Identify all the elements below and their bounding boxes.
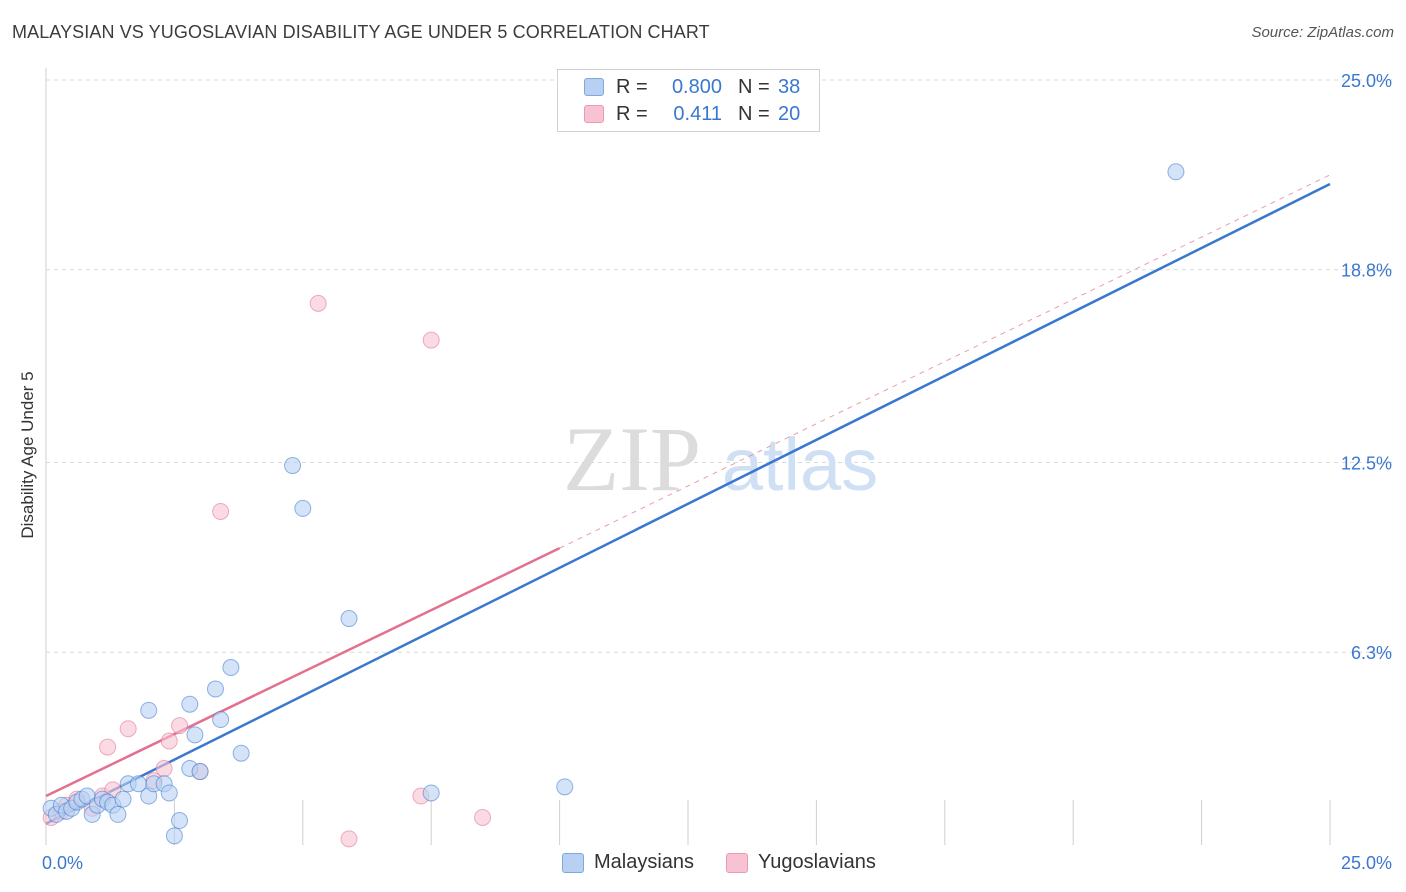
malaysian-point (232, 744, 250, 762)
malaysian-point (186, 726, 204, 744)
pink-swatch (726, 852, 748, 873)
yugoslavian-point (340, 830, 358, 848)
grid-lines (45, 68, 1392, 845)
stats-legend: R = 0.800 N = 38 R = 0.411 N = 20 (557, 69, 820, 132)
malaysian-point (165, 827, 183, 845)
watermark-zip: ZIP (563, 408, 701, 510)
data-points (42, 163, 1185, 848)
yugoslavian-trend-line (45, 547, 561, 798)
malaysian-point (556, 778, 574, 796)
malaysian-trend-line (45, 182, 1331, 825)
tick-labels: 6.3% 12.5% 18.8% 25.0% 0.0% 25.0% (42, 71, 1392, 873)
yugoslavian-point (212, 502, 230, 520)
legend-row-malaysians: R = 0.800 N = 38 (584, 74, 800, 100)
malaysian-point (181, 695, 199, 713)
malaysian-point (191, 763, 209, 781)
malaysian-point (160, 784, 178, 802)
n-label: N = (738, 102, 770, 125)
r-label: R = (616, 75, 648, 98)
malaysian-point (206, 680, 224, 698)
malaysian-point (340, 610, 358, 628)
source-label: Source: ZipAtlas.com (1251, 24, 1394, 41)
yugoslavian-point (160, 732, 178, 750)
n-value: 38 (778, 75, 801, 98)
watermark-atlas: atlas (722, 423, 878, 506)
malaysian-point (109, 805, 127, 823)
legend-row-yugoslavians: R = 0.411 N = 20 (584, 101, 800, 127)
r-label: R = (616, 102, 648, 125)
yugoslavian-point (474, 808, 492, 826)
yugoslavian-point (119, 720, 137, 738)
r-value: 0.411 (673, 102, 722, 125)
yugoslavian-point (171, 717, 189, 735)
blue-swatch (584, 78, 604, 96)
x-tick-label: 25.0% (1341, 853, 1392, 873)
x-tick-label: 0.0% (42, 853, 83, 873)
blue-swatch (562, 852, 584, 873)
n-label: N = (738, 75, 770, 98)
malaysian-point (422, 784, 440, 802)
yugoslavian-point (99, 738, 117, 756)
legend-label-yugoslavians: Yugoslavians (758, 851, 876, 873)
y-tick-label: 6.3% (1351, 643, 1392, 663)
y-tick-label: 12.5% (1341, 454, 1392, 474)
yugoslavian-trend-extension (559, 174, 1331, 549)
y-tick-label: 18.8% (1341, 261, 1392, 281)
chart-title: MALAYSIAN VS YUGOSLAVIAN DISABILITY AGE … (12, 22, 710, 42)
malaysian-point (1167, 163, 1185, 181)
trend-lines (45, 174, 1331, 825)
n-value: 20 (778, 102, 801, 125)
malaysian-point (171, 812, 189, 830)
pink-swatch (584, 105, 604, 123)
legend-item-yugoslavians: Yugoslavians (726, 851, 876, 874)
yugoslavian-point (309, 294, 327, 312)
yugoslavian-point (422, 331, 440, 349)
malaysian-point (212, 711, 230, 729)
malaysian-point (222, 659, 240, 677)
yugoslavian-point (155, 760, 173, 777)
malaysian-point (114, 790, 132, 808)
malaysian-point (140, 701, 158, 719)
legend-item-malaysians: Malaysians (562, 851, 694, 874)
malaysian-point (294, 499, 312, 517)
malaysian-point (284, 457, 302, 475)
r-value: 0.800 (671, 75, 722, 98)
legend-label-malaysians: Malaysians (594, 851, 695, 873)
y-tick-label: 25.0% (1341, 71, 1392, 91)
